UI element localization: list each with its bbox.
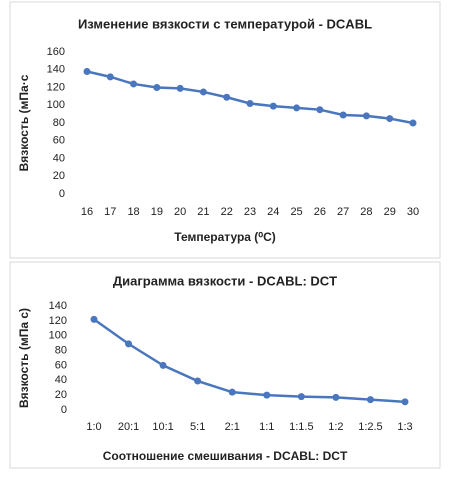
x-tick-label: 28 bbox=[360, 206, 372, 218]
point bbox=[339, 111, 347, 119]
chart-title: Изменение вязкости с температурой - DCAB… bbox=[78, 16, 372, 31]
point bbox=[106, 73, 114, 81]
line bbox=[93, 318, 406, 404]
point bbox=[176, 84, 184, 92]
point bbox=[362, 112, 370, 120]
point bbox=[199, 88, 207, 96]
x-tick-label: 10:1 bbox=[152, 421, 173, 433]
y-tick-label: 0 bbox=[61, 404, 67, 416]
y-tick-label: 60 bbox=[55, 359, 67, 371]
chart-frame bbox=[9, 1, 441, 259]
y-tick-label: 0 bbox=[59, 188, 65, 200]
y-tick-label: 160 bbox=[47, 46, 65, 58]
x-tick-label: 19 bbox=[151, 206, 163, 218]
chart-title: Диаграмма вязкости - DCABL: DCT bbox=[113, 273, 337, 288]
x-axis-title: Соотношение смешивания - DCABL: DCT bbox=[103, 449, 348, 463]
x-tick-label: 1:1 bbox=[259, 421, 274, 433]
point bbox=[125, 340, 133, 348]
x-tick-label: 25 bbox=[290, 206, 302, 218]
point bbox=[293, 104, 301, 112]
point bbox=[297, 393, 305, 401]
x-tick-label: 5:1 bbox=[190, 421, 205, 433]
x-tick-label: 2:1 bbox=[225, 421, 240, 433]
x-axis-title: Температура (⁰C) bbox=[174, 230, 276, 244]
point bbox=[223, 93, 231, 101]
point bbox=[153, 84, 161, 91]
point bbox=[130, 80, 138, 88]
point bbox=[228, 388, 236, 396]
x-tick-label: 17 bbox=[104, 206, 116, 218]
point bbox=[159, 361, 167, 369]
x-tick-label: 18 bbox=[127, 206, 139, 218]
y-tick-label: 100 bbox=[49, 330, 67, 342]
y-tick-label: 120 bbox=[47, 81, 65, 93]
point bbox=[401, 398, 409, 406]
x-tick-label: 21 bbox=[197, 206, 209, 218]
chart-frame bbox=[9, 261, 441, 469]
point bbox=[316, 106, 324, 114]
x-tick-label: 1:1.5 bbox=[289, 421, 313, 433]
y-tick-label: 20 bbox=[55, 389, 67, 401]
x-tick-label: 26 bbox=[314, 206, 326, 218]
x-tick-label: 20:1 bbox=[118, 421, 139, 433]
x-tick-label: 1:2 bbox=[328, 421, 343, 433]
x-tick-label: 29 bbox=[384, 206, 396, 218]
y-tick-label: 100 bbox=[47, 99, 65, 111]
point bbox=[83, 68, 91, 76]
point bbox=[366, 396, 374, 404]
x-tick-label: 30 bbox=[407, 206, 419, 218]
x-tick-label: 23 bbox=[244, 206, 256, 218]
y-tick-label: 140 bbox=[49, 300, 67, 312]
x-tick-label: 22 bbox=[221, 206, 233, 218]
point bbox=[90, 315, 98, 323]
x-tick-label: 1:0 bbox=[86, 421, 101, 433]
point bbox=[269, 102, 277, 110]
x-tick-label: 27 bbox=[337, 206, 349, 218]
point bbox=[263, 391, 271, 399]
y-tick-label: 80 bbox=[55, 344, 67, 356]
y-tick-label: 60 bbox=[53, 135, 65, 147]
point bbox=[246, 99, 254, 107]
point bbox=[332, 393, 340, 401]
point bbox=[194, 377, 202, 385]
y-tick-label: 140 bbox=[47, 64, 65, 76]
y-tick-label: 80 bbox=[53, 117, 65, 129]
y-tick-label: 40 bbox=[55, 374, 67, 386]
x-tick-label: 16 bbox=[81, 206, 93, 218]
y-axis-title: Вязкость (мПа с) bbox=[17, 308, 31, 408]
x-tick-label: 20 bbox=[174, 206, 186, 218]
point bbox=[409, 119, 417, 127]
y-tick-label: 20 bbox=[53, 170, 65, 182]
x-tick-label: 1:2.5 bbox=[358, 421, 382, 433]
y-tick-label: 40 bbox=[53, 152, 65, 164]
y-tick-label: 120 bbox=[49, 315, 67, 327]
point bbox=[386, 115, 394, 123]
x-tick-label: 24 bbox=[267, 206, 279, 218]
y-axis-title: Вязкость (мПа·с bbox=[17, 74, 31, 171]
x-tick-label: 1:3 bbox=[397, 421, 412, 433]
